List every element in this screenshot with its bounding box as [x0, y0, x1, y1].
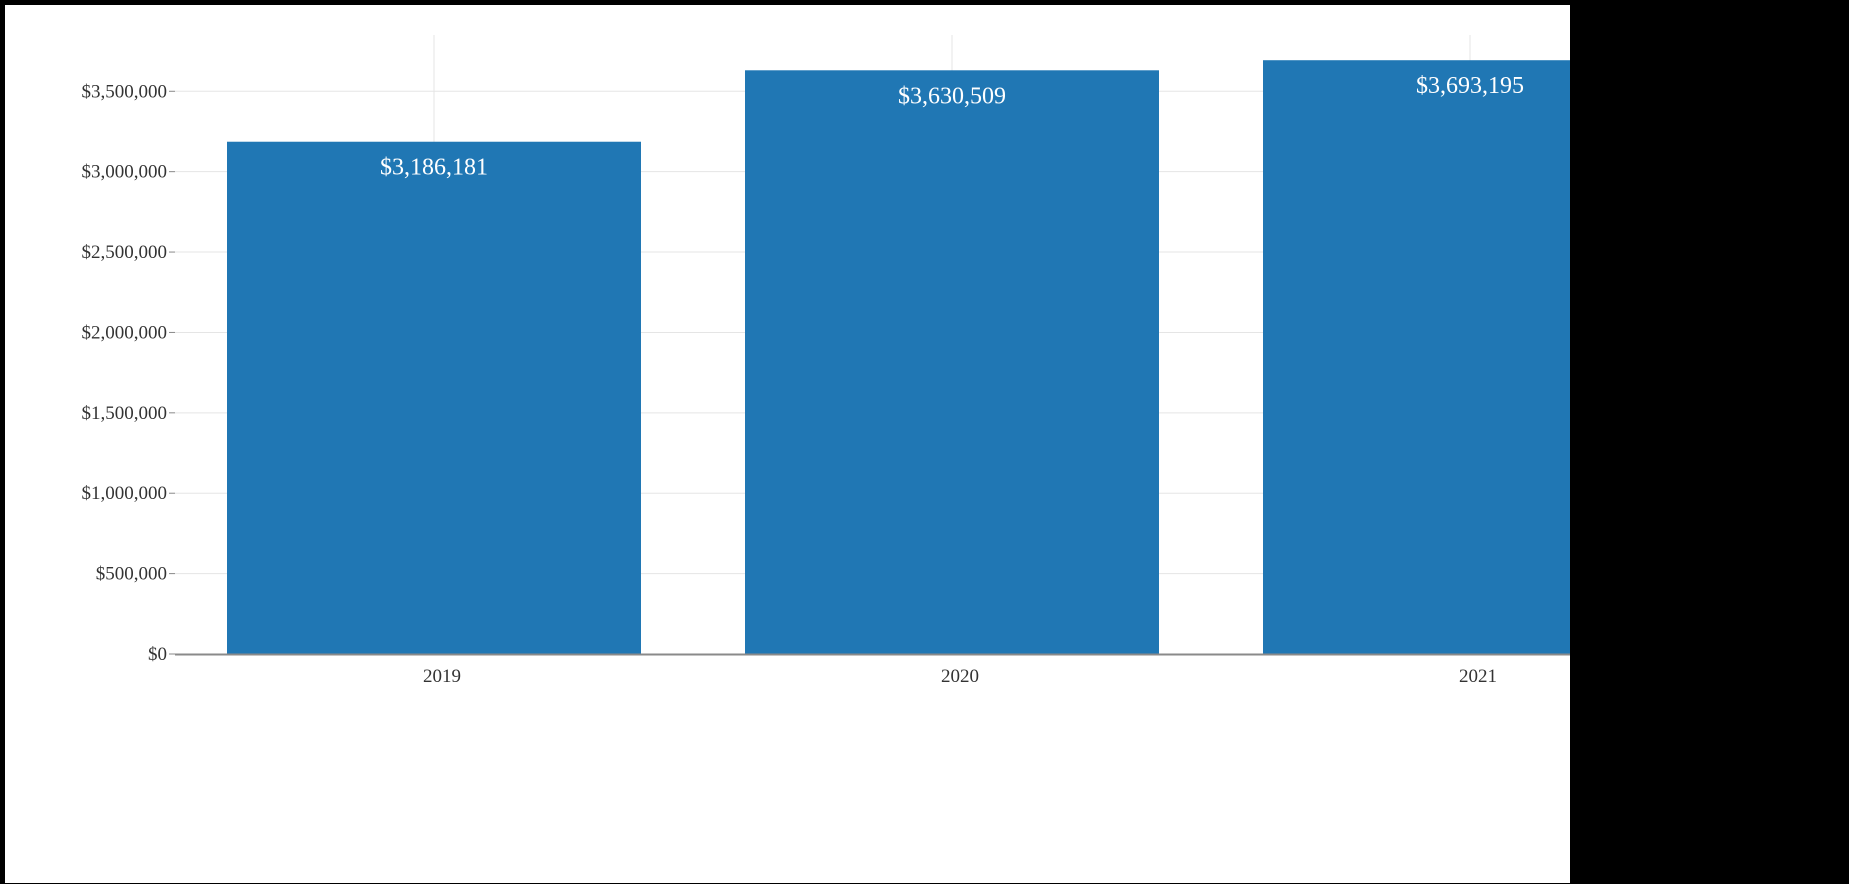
y-tick-label: $0 [148, 644, 167, 665]
y-tick-label: $1,500,000 [82, 403, 168, 424]
axes [169, 90, 1570, 656]
y-tick-label: $2,500,000 [82, 242, 168, 263]
bar-chart: $0 $500,000 $1,000,000 $1,500,000 $2,000,000… [82, 35, 1570, 687]
x-tick-label: 2019 [423, 666, 461, 687]
bars [227, 60, 1570, 655]
bar-value-label: $3,186,181 [380, 155, 488, 181]
x-tick-label: 2020 [941, 666, 979, 687]
y-tick-label: $1,000,000 [82, 483, 168, 504]
bar-2020 [745, 70, 1159, 654]
y-tick-label: $500,000 [96, 564, 167, 585]
bar-2019 [227, 141, 641, 655]
y-tick-label: $2,000,000 [82, 322, 168, 343]
y-tick-label: $3,500,000 [82, 81, 168, 102]
bar-2021 [1263, 60, 1570, 654]
x-tick-label: 2021 [1459, 666, 1497, 687]
chart-canvas: $0 $500,000 $1,000,000 $1,500,000 $2,000,000… [5, 5, 1570, 883]
y-tick-label: $3,000,000 [82, 162, 168, 183]
bar-value-label: $3,693,195 [1416, 73, 1524, 99]
bar-value-label: $3,630,509 [898, 83, 1006, 109]
labels: $0 $500,000 $1,000,000 $1,500,000 $2,000,000… [82, 73, 1525, 687]
